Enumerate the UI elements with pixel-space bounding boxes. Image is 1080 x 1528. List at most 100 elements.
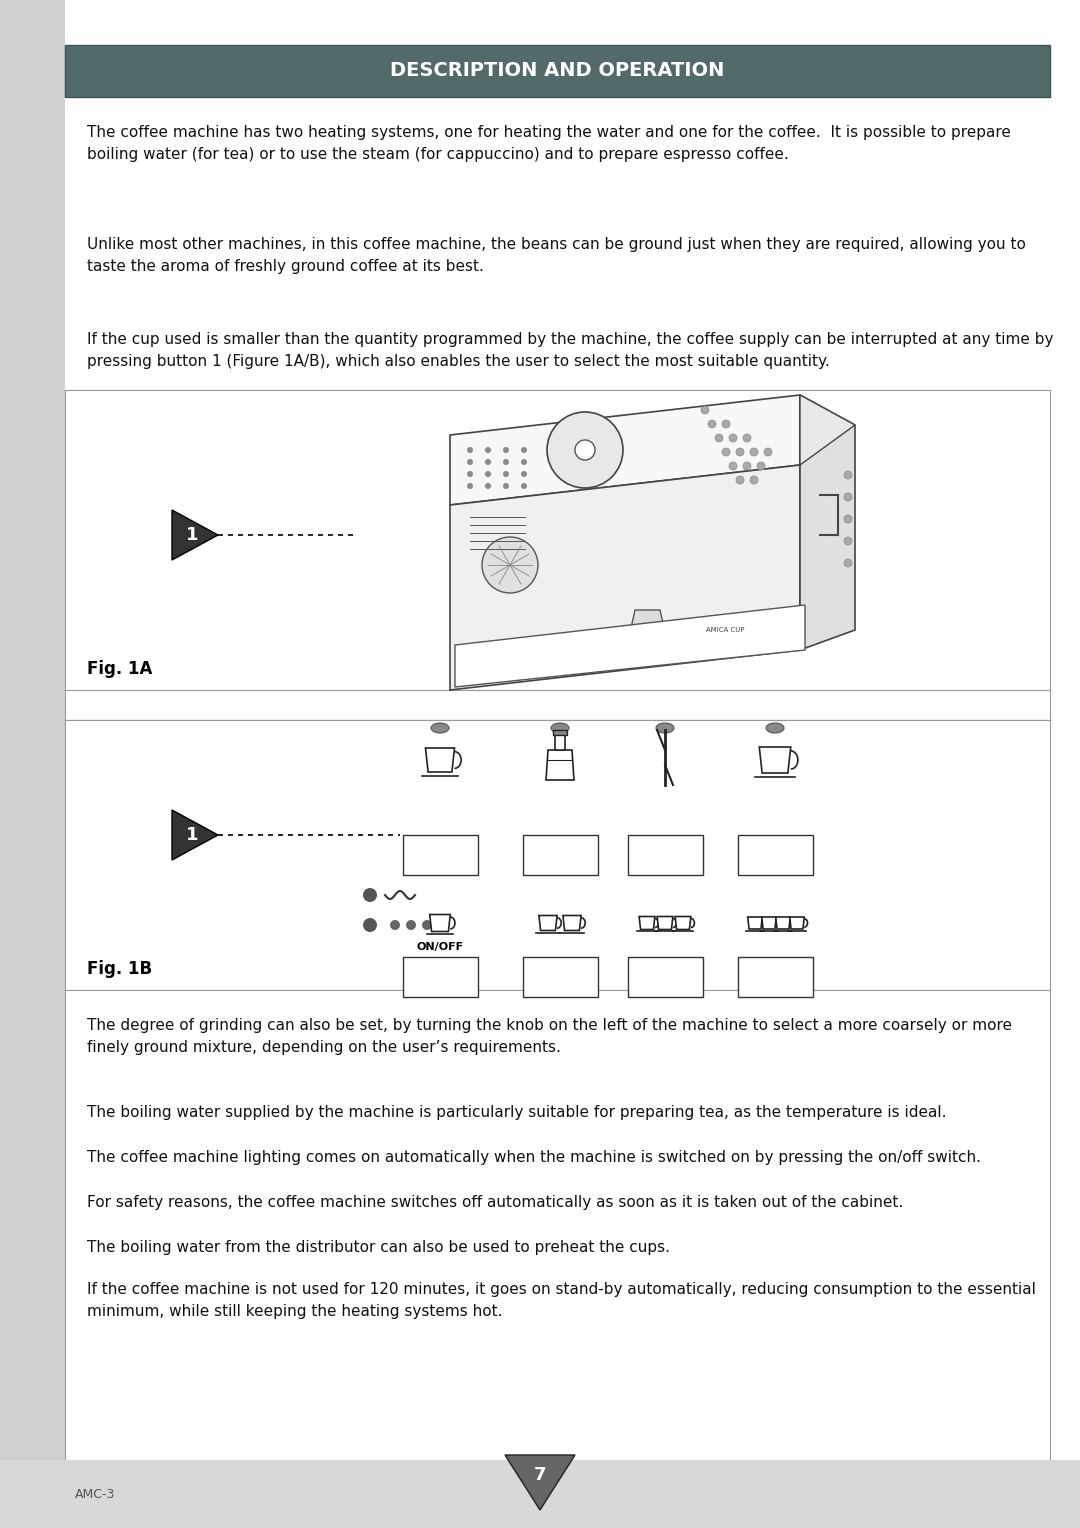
Text: For safety reasons, the coffee machine switches off automatically as soon as it : For safety reasons, the coffee machine s… [87, 1195, 903, 1210]
Circle shape [843, 515, 852, 523]
Polygon shape [455, 605, 805, 688]
Text: If the coffee machine is not used for 120 minutes, it goes on stand-by automatic: If the coffee machine is not used for 12… [87, 1282, 1036, 1319]
Polygon shape [759, 747, 791, 773]
Polygon shape [800, 396, 855, 649]
Circle shape [521, 483, 527, 489]
Circle shape [723, 420, 730, 428]
Text: ON/OFF: ON/OFF [417, 941, 463, 952]
Circle shape [743, 461, 751, 471]
Ellipse shape [431, 723, 449, 733]
Circle shape [843, 471, 852, 478]
Bar [65, 691, 1050, 720]
Polygon shape [426, 749, 455, 772]
Polygon shape [761, 917, 777, 929]
Text: The boiling water from the distributor can also be used to preheat the cups.: The boiling water from the distributor c… [87, 1241, 670, 1254]
Circle shape [701, 406, 708, 414]
Circle shape [729, 461, 737, 471]
Polygon shape [450, 465, 800, 691]
Ellipse shape [766, 723, 784, 733]
Text: AMC-3: AMC-3 [75, 1487, 116, 1500]
Bar [523, 957, 597, 996]
Text: The boiling water supplied by the machine is particularly suitable for preparing: The boiling water supplied by the machin… [87, 1105, 946, 1120]
Polygon shape [172, 510, 218, 559]
Bar [555, 733, 565, 750]
Bar [65, 390, 1050, 691]
Circle shape [482, 536, 538, 593]
Circle shape [485, 471, 491, 477]
Circle shape [503, 448, 509, 452]
Circle shape [750, 477, 758, 484]
Text: The coffee machine lighting comes on automatically when the machine is switched : The coffee machine lighting comes on aut… [87, 1151, 981, 1164]
Polygon shape [639, 917, 654, 929]
Circle shape [503, 471, 509, 477]
Circle shape [467, 483, 473, 489]
Polygon shape [657, 917, 673, 929]
Circle shape [715, 434, 723, 442]
Bar [403, 957, 477, 996]
Polygon shape [539, 915, 557, 931]
Text: If the cup used is smaller than the quantity programmed by the machine, the coff: If the cup used is smaller than the quan… [87, 332, 1053, 368]
Circle shape [750, 448, 758, 455]
Circle shape [546, 413, 623, 487]
Circle shape [843, 536, 852, 545]
Circle shape [467, 448, 473, 452]
Circle shape [723, 448, 730, 455]
Polygon shape [563, 915, 581, 931]
Bar [65, 990, 1050, 1459]
Bar [0, 0, 65, 1528]
Ellipse shape [656, 723, 674, 733]
Circle shape [485, 458, 491, 465]
Circle shape [390, 920, 400, 931]
Polygon shape [775, 917, 791, 929]
Text: DESCRIPTION AND OPERATION: DESCRIPTION AND OPERATION [390, 61, 725, 81]
Polygon shape [800, 396, 855, 465]
Text: The degree of grinding can also be set, by turning the knob on the left of the m: The degree of grinding can also be set, … [87, 1018, 1012, 1054]
Circle shape [363, 888, 377, 902]
Bar [553, 730, 567, 735]
Circle shape [743, 434, 751, 442]
Circle shape [735, 477, 744, 484]
Bar [627, 957, 702, 996]
Bar [403, 834, 477, 876]
Bar [65, 44, 1050, 96]
Polygon shape [625, 610, 670, 656]
Circle shape [467, 458, 473, 465]
Bar [65, 720, 1050, 990]
Polygon shape [546, 750, 573, 779]
Text: Unlike most other machines, in this coffee machine, the beans can be ground just: Unlike most other machines, in this coff… [87, 237, 1026, 274]
Bar [738, 834, 812, 876]
Polygon shape [675, 917, 691, 929]
Circle shape [422, 920, 432, 931]
Circle shape [521, 448, 527, 452]
Circle shape [521, 471, 527, 477]
Bar [738, 957, 812, 996]
Circle shape [521, 458, 527, 465]
Circle shape [729, 434, 737, 442]
Circle shape [843, 494, 852, 501]
Polygon shape [430, 914, 450, 932]
Text: The coffee machine has two heating systems, one for heating the water and one fo: The coffee machine has two heating syste… [87, 125, 1011, 162]
Circle shape [467, 471, 473, 477]
Circle shape [708, 420, 716, 428]
Text: 1: 1 [186, 526, 199, 544]
Circle shape [503, 458, 509, 465]
Polygon shape [789, 917, 805, 929]
Circle shape [843, 559, 852, 567]
Circle shape [503, 483, 509, 489]
Circle shape [363, 918, 377, 932]
Circle shape [485, 483, 491, 489]
Circle shape [735, 448, 744, 455]
Circle shape [757, 461, 765, 471]
Text: AMICA CUP: AMICA CUP [705, 626, 744, 633]
Bar [627, 834, 702, 876]
Polygon shape [450, 396, 800, 504]
Polygon shape [747, 917, 762, 929]
Bar [0, 1459, 1080, 1528]
Polygon shape [505, 1455, 575, 1510]
Circle shape [485, 448, 491, 452]
Text: 1: 1 [186, 827, 199, 843]
Bar [523, 834, 597, 876]
Text: Fig. 1A: Fig. 1A [87, 660, 152, 678]
Ellipse shape [551, 723, 569, 733]
Polygon shape [172, 810, 218, 860]
